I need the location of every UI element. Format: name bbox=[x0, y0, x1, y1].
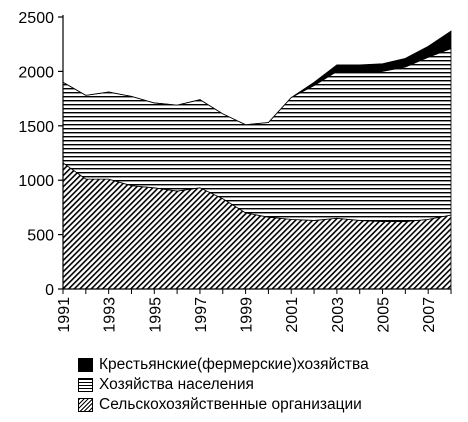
legend-item-agri-orgs: Сельскохозяйственные организации bbox=[78, 395, 369, 415]
legend-swatch-farms bbox=[78, 358, 93, 372]
x-tick-label: 1995 bbox=[147, 297, 164, 333]
x-tick-label: 1991 bbox=[56, 297, 73, 333]
x-tick-label: 1997 bbox=[193, 297, 210, 333]
y-tick-label: 2000 bbox=[18, 64, 54, 81]
legend: Крестьянские(фермерские)хозяйства Хозяйс… bbox=[78, 355, 369, 415]
y-tick-label: 0 bbox=[45, 282, 54, 299]
legend-label-households: Хозяйства населения bbox=[99, 376, 254, 393]
x-tick-label: 2001 bbox=[284, 297, 301, 333]
x-tick-label: 2005 bbox=[376, 297, 393, 333]
x-tick-label: 1999 bbox=[239, 297, 256, 333]
legend-swatch-households bbox=[78, 378, 93, 392]
x-tick-label: 2003 bbox=[330, 297, 347, 333]
legend-item-farms: Крестьянские(фермерские)хозяйства bbox=[78, 355, 369, 375]
y-tick-labels: 0 500 1000 1500 2000 2500 bbox=[18, 10, 54, 299]
area-farms bbox=[62, 30, 452, 126]
axes bbox=[58, 15, 452, 294]
legend-swatch-agri-orgs bbox=[78, 398, 93, 412]
x-tick-labels: 1991 1993 1995 1997 1999 2001 2003 2005 2007 bbox=[56, 297, 438, 333]
legend-item-households: Хозяйства населения bbox=[78, 375, 369, 395]
legend-label-agri-orgs: Сельскохозяйственные организации bbox=[99, 396, 362, 413]
y-tick-label: 1000 bbox=[18, 173, 54, 190]
series-areas bbox=[62, 30, 452, 290]
y-tick-label: 2500 bbox=[18, 10, 54, 27]
legend-label-farms: Крестьянские(фермерские)хозяйства bbox=[99, 356, 369, 373]
x-tick-label: 2007 bbox=[421, 297, 438, 333]
y-tick-label: 500 bbox=[27, 228, 54, 245]
y-tick-label: 1500 bbox=[18, 119, 54, 136]
x-tick-label: 1993 bbox=[102, 297, 119, 333]
